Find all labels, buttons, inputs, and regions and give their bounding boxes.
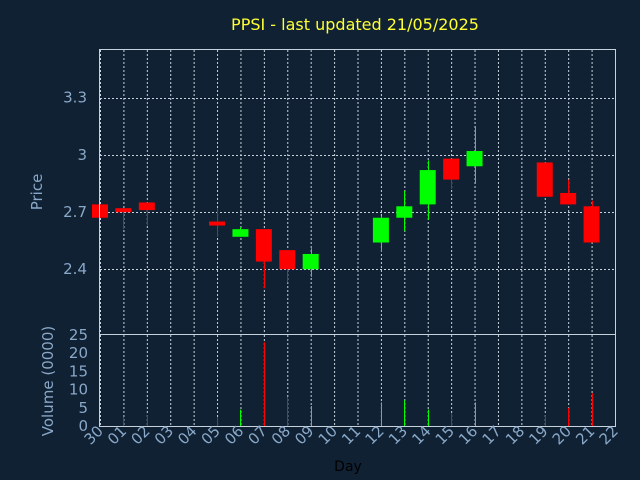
candle-body-down [536,162,553,197]
candle-body-down [583,206,600,243]
candle-body-down [443,158,460,180]
candle-body-up [419,170,436,205]
candle-body-down [115,208,132,213]
price-tick-label: 2.4 [63,260,87,278]
volume-tick-label: 0 [78,417,88,435]
price-tick-labels: 2.4 2.7 3 3.3 [63,89,87,279]
x-tick-labels: 3001020304050607080910111213141516171819… [81,422,622,448]
volume-tick-label: 15 [69,362,88,380]
price-tick-label: 3 [77,146,87,164]
volume-tick-label: 20 [69,344,88,362]
price-axis-label: Price [28,174,46,211]
candle-body-up [232,229,249,237]
volume-tick-label: 25 [69,326,88,344]
candle-body-up [372,217,389,243]
candles [92,126,600,289]
candle-body-up [466,151,483,167]
candle-body-down [279,250,296,270]
candle-body-up [396,206,413,218]
volume-tick-label: 10 [69,381,88,399]
candle-body-down [209,221,226,226]
price-tick-label: 3.3 [63,89,87,107]
candle-body-down [255,229,272,262]
volume-panel-frame [99,334,616,427]
x-axis-label: Day [334,459,362,475]
volume-bars [123,342,593,426]
chart-title: PPSI - last updated 21/05/2025 [231,15,479,34]
volume-axis-label: Volume (0000) [39,326,57,436]
candle-body-up [302,253,319,270]
candle-body-down [560,192,577,205]
price-tick-label: 2.7 [63,203,87,221]
volume-grid [100,335,616,426]
candle-body-down [138,202,155,211]
volume-tick-label: 5 [78,399,88,417]
